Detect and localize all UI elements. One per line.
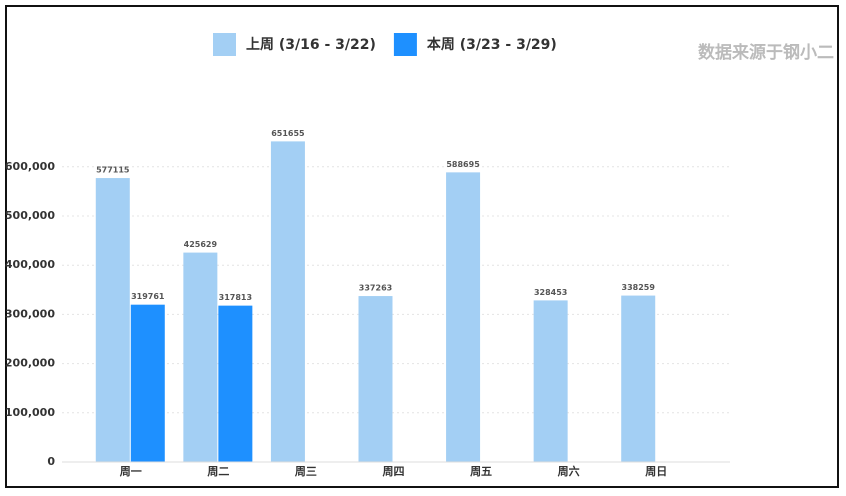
bar bbox=[218, 305, 253, 462]
bar bbox=[130, 304, 165, 462]
x-tick-label: 周三 bbox=[295, 465, 317, 478]
source-note: 数据来源于钢小二 bbox=[698, 42, 834, 63]
legend-label: 上周 (3/16 - 3/22) bbox=[246, 37, 376, 53]
y-tick-label: 600,000 bbox=[5, 160, 55, 173]
value-label: 651655 bbox=[271, 129, 305, 138]
value-label: 338259 bbox=[622, 283, 656, 292]
x-tick-label: 周一 bbox=[120, 465, 142, 478]
x-tick-label: 周四 bbox=[383, 465, 405, 478]
value-label: 328453 bbox=[534, 288, 567, 297]
y-tick-label: 200,000 bbox=[5, 357, 55, 370]
bar bbox=[358, 296, 393, 462]
bar bbox=[446, 172, 481, 462]
legend-swatch bbox=[393, 33, 417, 56]
value-label: 317813 bbox=[219, 293, 252, 302]
bar bbox=[183, 252, 218, 462]
y-tick-label: 500,000 bbox=[5, 209, 55, 222]
value-label: 425629 bbox=[184, 240, 218, 249]
bar bbox=[533, 300, 568, 462]
legend-label: 本周 (3/23 - 3/29) bbox=[427, 36, 557, 53]
bar bbox=[270, 141, 305, 462]
x-tick-label: 周日 bbox=[645, 465, 667, 478]
x-tick-label: 周五 bbox=[470, 465, 492, 478]
y-tick-label: 100,000 bbox=[5, 406, 55, 419]
bar bbox=[95, 178, 130, 462]
y-tick-label: 400,000 bbox=[5, 258, 55, 271]
x-tick-label: 周六 bbox=[558, 464, 580, 478]
y-tick-label: 300,000 bbox=[5, 307, 55, 320]
value-label: 337263 bbox=[359, 284, 392, 293]
value-label: 319761 bbox=[131, 292, 165, 301]
value-label: 588695 bbox=[446, 160, 480, 169]
legend-swatch bbox=[213, 33, 236, 56]
x-tick-label: 周二 bbox=[207, 465, 229, 478]
value-label: 577115 bbox=[96, 166, 130, 175]
bar bbox=[621, 295, 656, 462]
y-tick-label: 0 bbox=[47, 455, 55, 468]
